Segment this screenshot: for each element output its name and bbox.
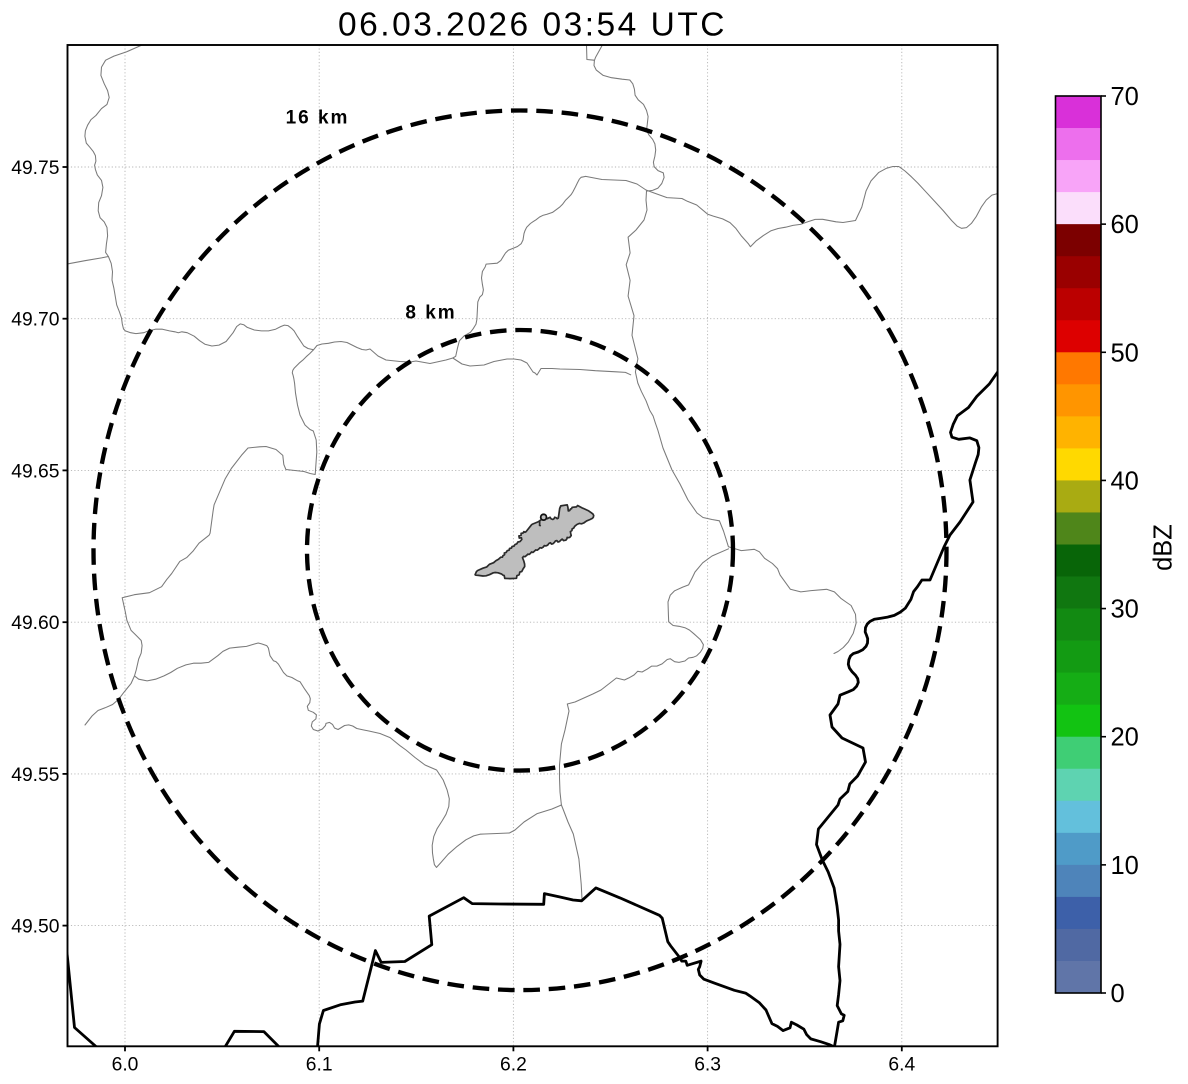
svg-text:6.1: 6.1 [306,1054,333,1075]
svg-text:49.60: 49.60 [11,613,59,634]
svg-text:49.75: 49.75 [11,158,59,179]
svg-text:49.50: 49.50 [11,917,59,938]
svg-text:40: 40 [1111,467,1139,495]
svg-text:49.55: 49.55 [11,765,59,786]
svg-text:8 km: 8 km [405,303,456,324]
svg-text:06.03.2026 03:54 UTC: 06.03.2026 03:54 UTC [338,7,727,44]
svg-text:50: 50 [1111,339,1139,367]
svg-text:6.4: 6.4 [888,1054,915,1075]
svg-text:60: 60 [1111,211,1139,239]
svg-text:10: 10 [1111,852,1139,880]
svg-text:6.3: 6.3 [694,1054,721,1075]
svg-text:16 km: 16 km [286,108,350,129]
svg-text:30: 30 [1111,596,1139,624]
svg-text:49.65: 49.65 [11,461,59,482]
svg-text:6.0: 6.0 [112,1054,139,1075]
svg-text:dBZ: dBZ [1150,524,1178,571]
svg-text:70: 70 [1111,83,1139,111]
svg-text:0: 0 [1111,980,1125,1008]
svg-text:6.2: 6.2 [500,1054,527,1075]
svg-text:20: 20 [1111,724,1139,752]
svg-text:49.70: 49.70 [11,310,59,331]
